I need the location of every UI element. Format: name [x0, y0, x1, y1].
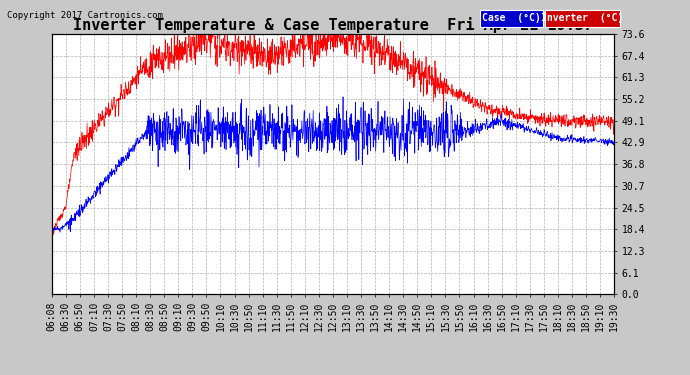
- Text: Copyright 2017 Cartronics.com: Copyright 2017 Cartronics.com: [7, 11, 163, 20]
- Text: Case  (°C): Case (°C): [482, 13, 541, 23]
- Title: Inverter Temperature & Case Temperature  Fri Apr 21 19:37: Inverter Temperature & Case Temperature …: [73, 16, 593, 33]
- Text: Inverter  (°C): Inverter (°C): [541, 13, 624, 23]
